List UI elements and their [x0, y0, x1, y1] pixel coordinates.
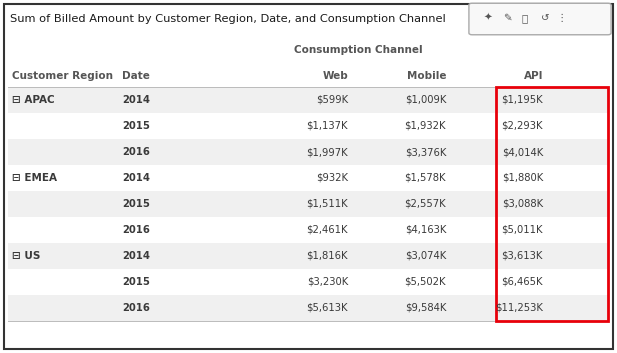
- Text: 2014: 2014: [122, 251, 150, 261]
- Text: $2,461K: $2,461K: [307, 225, 348, 235]
- Text: $5,613K: $5,613K: [307, 303, 348, 313]
- Text: $1,195K: $1,195K: [502, 95, 543, 105]
- Text: $1,932K: $1,932K: [405, 121, 446, 131]
- Text: ⋮: ⋮: [557, 13, 567, 23]
- Text: ⊟ EMEA: ⊟ EMEA: [12, 173, 57, 183]
- Text: $6,465K: $6,465K: [502, 277, 543, 287]
- Text: Consumption Channel: Consumption Channel: [294, 45, 422, 55]
- Bar: [8, 113, 608, 139]
- Text: $1,816K: $1,816K: [307, 251, 348, 261]
- Text: $2,557K: $2,557K: [404, 199, 446, 209]
- Bar: [8, 243, 608, 269]
- Bar: [8, 87, 608, 113]
- Bar: [8, 217, 608, 243]
- Text: ⤢: ⤢: [522, 13, 528, 23]
- Text: Sum of Billed Amount by Customer Region, Date, and Consumption Channel: Sum of Billed Amount by Customer Region,…: [10, 14, 445, 24]
- Text: $599K: $599K: [316, 95, 348, 105]
- Bar: [8, 165, 608, 191]
- Bar: [8, 295, 608, 321]
- Text: Date: Date: [122, 71, 150, 81]
- Text: $1,511K: $1,511K: [307, 199, 348, 209]
- Text: $932K: $932K: [316, 173, 348, 183]
- Bar: [8, 191, 608, 217]
- Text: $5,011K: $5,011K: [502, 225, 543, 235]
- Text: $9,584K: $9,584K: [405, 303, 446, 313]
- Text: Customer Region: Customer Region: [12, 71, 113, 81]
- Text: $1,880K: $1,880K: [502, 173, 543, 183]
- Text: ⊟ APAC: ⊟ APAC: [12, 95, 55, 105]
- Bar: [8, 139, 608, 165]
- Text: ✎: ✎: [503, 13, 511, 23]
- FancyBboxPatch shape: [4, 4, 613, 349]
- Text: 2015: 2015: [122, 121, 150, 131]
- Bar: [8, 269, 608, 295]
- Text: $2,293K: $2,293K: [502, 121, 543, 131]
- Text: $3,088K: $3,088K: [502, 199, 543, 209]
- Text: $4,163K: $4,163K: [405, 225, 446, 235]
- Text: 2014: 2014: [122, 173, 150, 183]
- FancyBboxPatch shape: [469, 3, 611, 35]
- Text: $1,997K: $1,997K: [307, 147, 348, 157]
- Text: $3,613K: $3,613K: [502, 251, 543, 261]
- Text: $1,009K: $1,009K: [405, 95, 446, 105]
- Text: $3,230K: $3,230K: [307, 277, 348, 287]
- Text: ↺: ↺: [540, 13, 549, 23]
- Text: $3,376K: $3,376K: [405, 147, 446, 157]
- Text: 2016: 2016: [122, 303, 150, 313]
- Text: $4,014K: $4,014K: [502, 147, 543, 157]
- Text: $11,253K: $11,253K: [495, 303, 543, 313]
- Text: Web: Web: [322, 71, 348, 81]
- Text: 2015: 2015: [122, 199, 150, 209]
- Text: 2014: 2014: [122, 95, 150, 105]
- Text: ✦: ✦: [484, 13, 492, 23]
- Text: ⊟ US: ⊟ US: [12, 251, 40, 261]
- Text: Mobile: Mobile: [407, 71, 446, 81]
- Text: $5,502K: $5,502K: [405, 277, 446, 287]
- Text: API: API: [523, 71, 543, 81]
- Text: $1,137K: $1,137K: [307, 121, 348, 131]
- Text: $3,074K: $3,074K: [405, 251, 446, 261]
- Text: 2016: 2016: [122, 147, 150, 157]
- Text: 2015: 2015: [122, 277, 150, 287]
- Text: $1,578K: $1,578K: [405, 173, 446, 183]
- Text: 2016: 2016: [122, 225, 150, 235]
